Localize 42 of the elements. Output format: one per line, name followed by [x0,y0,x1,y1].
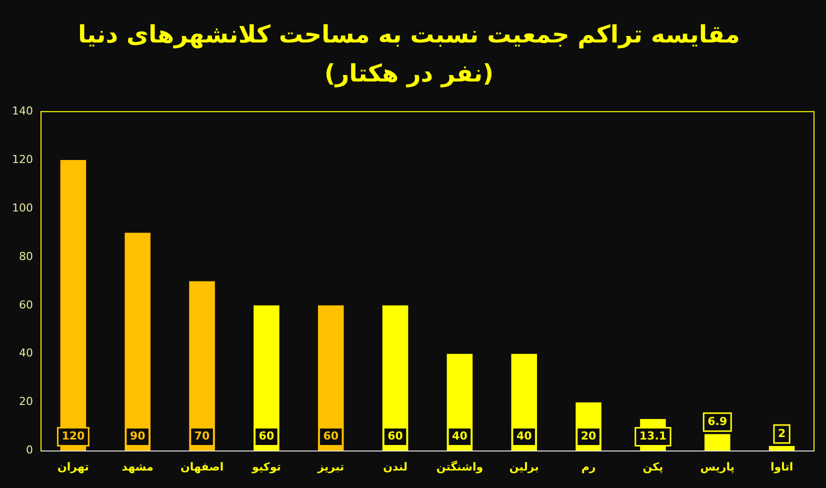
x-tick-label: لندن [383,460,408,474]
x-tick-label: رم [581,460,596,474]
bar [254,305,280,451]
bar [704,434,730,451]
data-label: 70 [194,430,210,443]
bar [189,281,215,451]
y-tick-label: 140 [12,104,33,118]
y-tick-label: 60 [18,298,33,312]
bar [768,446,795,451]
x-tick-label: تهران [58,460,89,474]
y-tick-label: 100 [12,201,33,214]
data-label: 13.1 [639,430,667,443]
bar [382,305,408,451]
bar [60,160,86,451]
x-tick-label: توکیو [251,460,281,474]
data-label: 120 [62,430,86,443]
x-tick-label: اتاوا [770,460,794,474]
x-tick-label: پکن [642,460,664,474]
chart-subtitle: (نفر در هکتار) [324,59,494,88]
x-tick-label: اصفهان [180,460,224,474]
y-tick-label: 20 [18,395,33,408]
data-label: 60 [323,430,339,443]
data-label: 6.9 [708,414,728,428]
x-tick-label: واشنگتن [436,460,484,474]
x-tick-label: برلین [509,460,539,474]
data-label: 40 [452,430,468,443]
x-tick-label: مشهد [122,460,154,474]
data-label: 60 [388,430,404,443]
chart-title: مقایسه تراکم جمعیت نسبت به مساحت کلانشهرهای دنیا [78,20,740,49]
bar [124,232,151,451]
data-label: 60 [258,430,274,443]
data-label: 20 [580,430,597,443]
bar [318,305,344,451]
y-tick-label: 40 [18,346,33,360]
data-label: 2 [778,426,786,440]
data-label: 40 [516,430,532,443]
x-tick-label: تبریز [316,460,344,474]
y-tick-label: 0 [26,444,33,457]
data-label: 90 [130,430,146,443]
x-tick-label: پاریس [700,460,735,474]
y-tick-label: 120 [12,152,33,166]
y-tick-label: 80 [18,250,33,263]
